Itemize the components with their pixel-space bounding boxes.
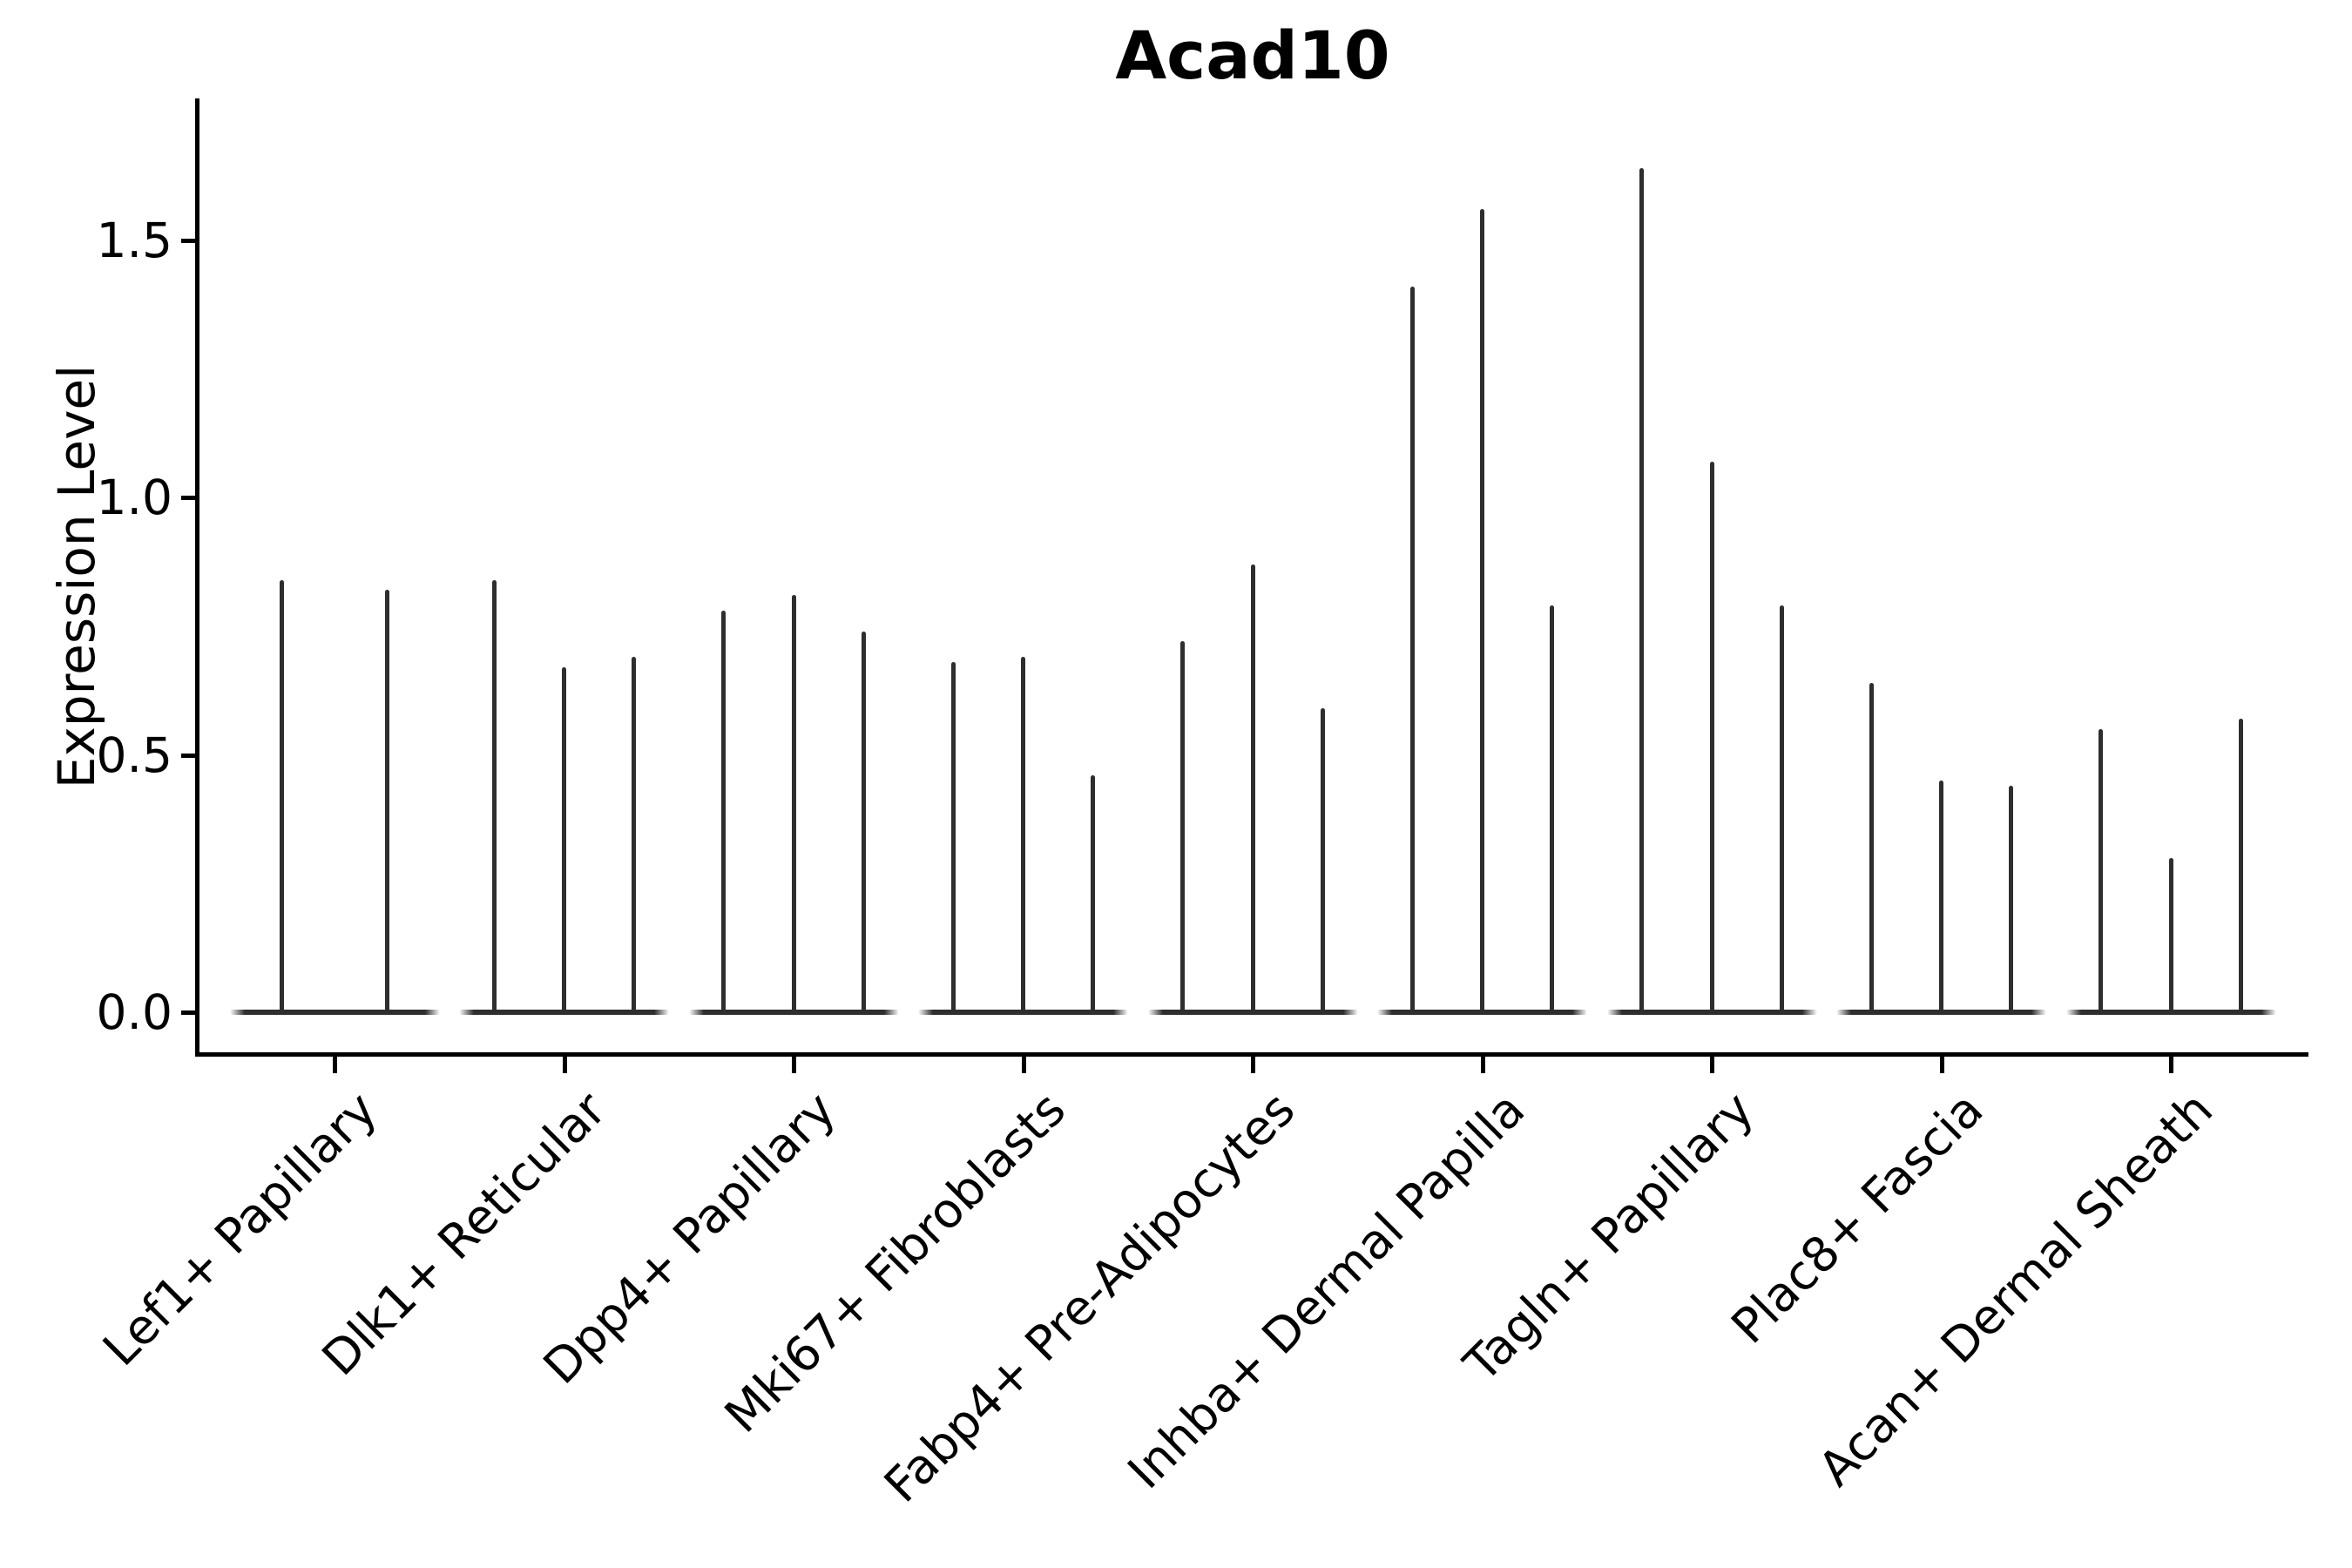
y-axis-spine xyxy=(195,98,199,1057)
violin-spike xyxy=(280,579,285,1015)
violin-spike xyxy=(861,631,866,1015)
x-tick-label: Fabp4+ Pre-Adipocytes xyxy=(873,1081,1306,1513)
y-tick-label: 1.5 xyxy=(96,212,172,268)
x-tick xyxy=(792,1057,796,1073)
violin-spike xyxy=(1639,167,1645,1015)
violin-spike xyxy=(950,662,956,1015)
x-tick-label: Inhba+ Dermal Papilla xyxy=(1116,1081,1535,1500)
violin-spike xyxy=(1709,461,1714,1015)
y-tick xyxy=(181,238,195,243)
y-tick-label: 0.0 xyxy=(96,984,172,1040)
violin-spike xyxy=(562,667,566,1015)
violin-spike xyxy=(1550,605,1555,1015)
x-tick xyxy=(562,1057,567,1073)
violin-spike xyxy=(1869,682,1874,1015)
violin-spike xyxy=(2238,719,2243,1015)
violin-spike xyxy=(1180,641,1186,1015)
y-tick-label: 1.0 xyxy=(96,470,172,525)
x-tick xyxy=(1251,1057,1255,1073)
violin-spike xyxy=(1480,209,1484,1015)
x-tick xyxy=(1710,1057,1714,1073)
violin-spike xyxy=(721,611,727,1015)
violin-spike xyxy=(1939,781,1943,1015)
violin-baseline xyxy=(229,1010,440,1015)
violin-spike xyxy=(632,657,637,1015)
violin-spike xyxy=(491,579,497,1015)
violin-spike xyxy=(1091,775,1096,1015)
violin-spike xyxy=(1320,708,1325,1015)
violin-spike xyxy=(1409,286,1415,1015)
x-tick xyxy=(1480,1057,1485,1073)
x-tick-label: Acan+ Dermal Sheath xyxy=(1808,1081,2224,1497)
x-tick xyxy=(333,1057,337,1073)
y-tick-label: 0.5 xyxy=(96,727,172,783)
x-axis-spine xyxy=(195,1052,2308,1057)
violin-spike xyxy=(384,590,389,1015)
violin-spike xyxy=(1779,605,1784,1015)
violin-spike xyxy=(1021,657,1025,1015)
chart-title: Acad10 xyxy=(1115,17,1390,94)
x-tick xyxy=(2169,1057,2173,1073)
y-tick xyxy=(181,496,195,500)
y-tick xyxy=(181,1010,195,1015)
violin-spike xyxy=(2168,857,2173,1015)
x-tick xyxy=(1939,1057,1944,1073)
x-tick xyxy=(1021,1057,1026,1073)
violin-spike xyxy=(791,595,796,1015)
y-tick xyxy=(181,753,195,758)
violin-spike xyxy=(2099,728,2104,1015)
violin-spike xyxy=(2009,785,2014,1015)
violin-spike xyxy=(1250,564,1255,1015)
